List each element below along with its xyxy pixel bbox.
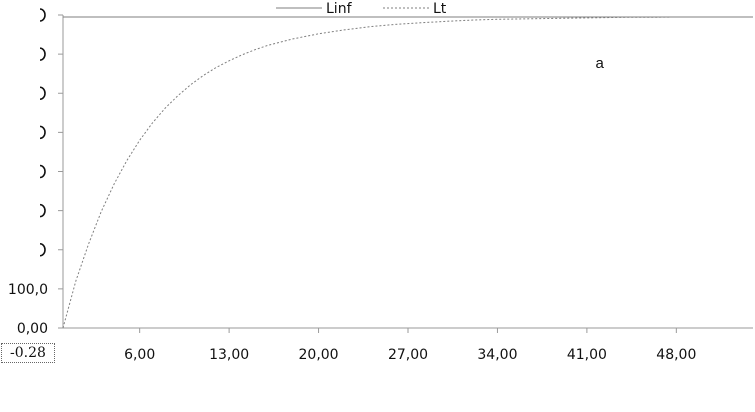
x-tick-label: 20,00 xyxy=(299,347,339,363)
legend: Linf Lt xyxy=(276,1,447,17)
x-tick-label: 6,00 xyxy=(124,347,155,363)
x-tick-label: 41,00 xyxy=(567,347,607,363)
series-line-lt xyxy=(62,16,753,329)
y-tick-label-clipped xyxy=(39,125,46,140)
y-ticks: 0,00 100,0 xyxy=(8,8,63,337)
y-tick-label-clipped xyxy=(39,47,46,61)
y-tick-label: 0,00 xyxy=(17,321,48,337)
legend-label-lt: Lt xyxy=(433,1,447,17)
axes xyxy=(62,15,753,329)
y-tick-label: 100,0 xyxy=(8,282,48,298)
y-tick-label-clipped xyxy=(39,242,46,257)
x-tick-label: 34,00 xyxy=(477,347,517,363)
legend-label-linf: Linf xyxy=(326,1,353,17)
y-tick-label-clipped xyxy=(39,8,46,22)
x-tick-label: 48,00 xyxy=(656,347,696,363)
y-tick-label-clipped xyxy=(39,164,46,179)
annotation-label: a xyxy=(595,55,604,72)
annotations: a xyxy=(595,55,604,72)
y-tick-label-clipped xyxy=(39,86,46,101)
x-tick-label: 27,00 xyxy=(388,347,428,363)
x-tick-label: 13,00 xyxy=(209,347,249,363)
x-coordinate-readout: -0.28 xyxy=(1,343,55,363)
y-tick-label-clipped xyxy=(39,203,46,218)
x-ticks: 6,00 13,00 20,00 27,00 34,00 41,00 48,00 xyxy=(124,328,696,363)
series-group xyxy=(62,16,753,329)
